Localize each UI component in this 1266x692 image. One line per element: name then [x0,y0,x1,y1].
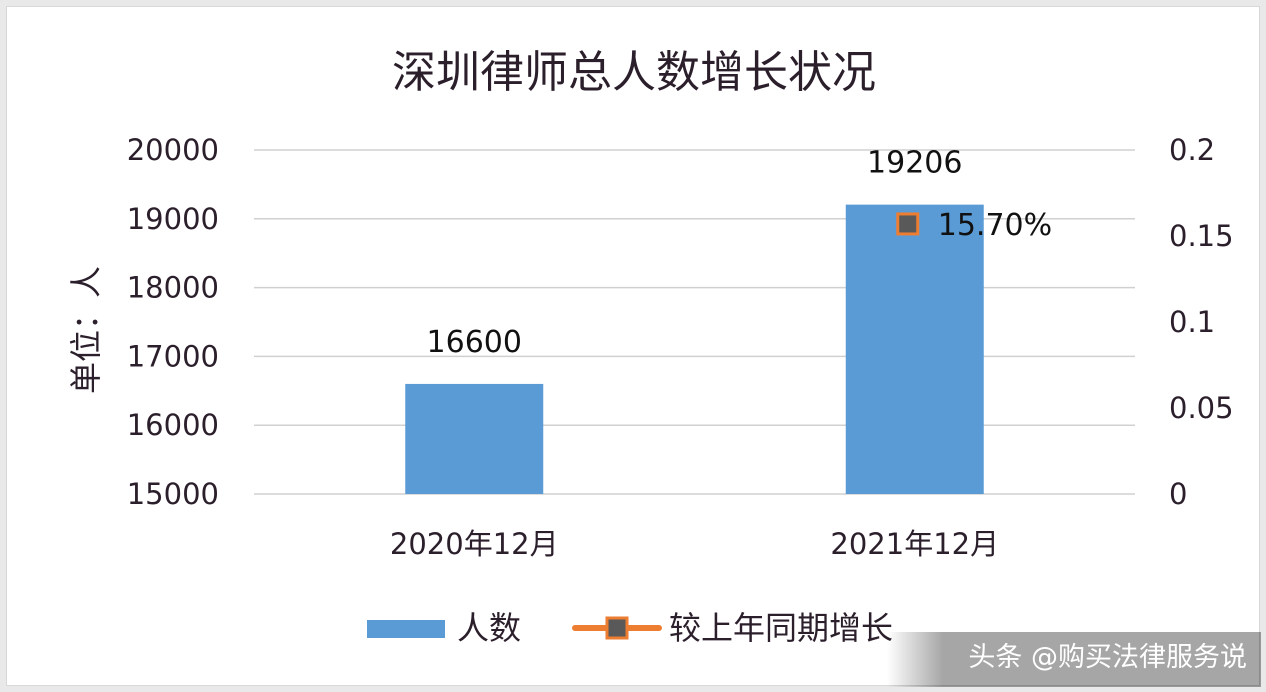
data-labels: 16600 19206 [427,146,963,360]
y2-tick-label: 0 [1169,477,1187,511]
chart-title: 深圳律师总人数增长状况 [392,47,876,98]
y-tick-label: 16000 [127,408,219,442]
bar [845,204,984,494]
legend-label-growth: 较上年同期增长 [669,609,893,647]
bar-data-label: 19206 [867,146,962,181]
y-axis-right: 0.2 0.15 0.1 0.05 0 [1169,133,1234,511]
chart-canvas: 深圳律师总人数增长状况 单位：人 20000 19000 18000 17000 160… [67,47,1261,687]
watermark-text: 头条 @购买法律服务说 [968,642,1247,673]
growth-series: 15.70% [896,208,1052,243]
bar-series [405,204,984,494]
legend-swatch-growth-marker [605,616,629,640]
growth-data-label: 15.70% [938,208,1052,243]
gridlines [254,149,1135,495]
y2-tick-label: 0.2 [1169,133,1215,167]
y-axis-label: 单位：人 [67,266,105,394]
legend: 人数 较上年同期增长 [367,609,893,647]
y-tick-label: 18000 [127,271,219,305]
y-tick-label: 19000 [127,202,219,236]
y-tick-label: 20000 [127,133,219,167]
y-tick-label: 17000 [127,339,219,373]
watermark-background [887,632,1261,687]
x-tick-label: 2021年12月 [830,527,999,561]
y2-tick-label: 0.1 [1169,305,1215,339]
x-axis: 2020年12月 2021年12月 [390,527,999,561]
x-tick-label: 2020年12月 [390,527,559,561]
y2-tick-label: 0.05 [1169,391,1234,425]
y-axis-left: 20000 19000 18000 17000 16000 15000 [127,133,219,511]
bar [405,383,544,494]
chart-frame: 深圳律师总人数增长状况 单位：人 20000 19000 18000 17000 160… [6,6,1261,687]
growth-point [896,212,920,236]
legend-swatch-count [367,620,445,638]
y-tick-label: 15000 [127,477,219,511]
y2-tick-label: 0.15 [1169,219,1234,253]
bar-data-label: 16600 [427,325,522,360]
legend-label-count: 人数 [457,609,521,647]
